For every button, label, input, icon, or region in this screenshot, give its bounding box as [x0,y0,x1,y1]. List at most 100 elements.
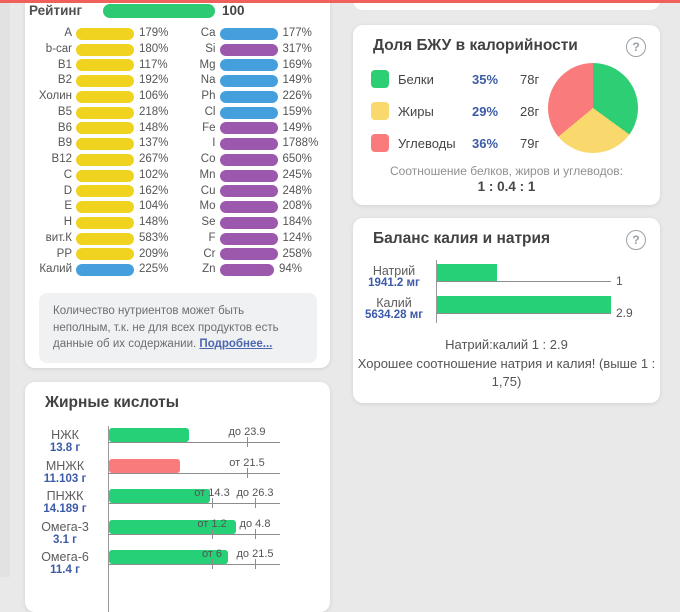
nutrient-label: Na [200,74,216,87]
fatty-tick [255,559,256,569]
legend-row-proteins: Белки 35% 78г [371,63,539,95]
nutrient-row: PP 209% Cr 258% [25,247,326,263]
fatty-bar [109,428,189,442]
nutrient-bar [219,248,278,261]
nutrient-label: b-car [45,42,72,55]
cut-off-card-bottom [353,0,660,10]
carbs-percent: 36% [472,135,499,151]
nutrient-label: B2 [57,74,72,87]
fatty-plot: от 14.3 до 26.3 [108,487,330,518]
nutrient-label: Si [205,42,216,55]
fatty-label-block: Омега-3 3.1 г [25,518,105,547]
fatty-bar [109,550,228,564]
nutrient-row: Холин 106% Ph 226% [25,89,326,105]
nutrient-label: Cr [203,247,216,260]
nutrient-percent: 317% [282,42,312,55]
sodium-bar [437,264,497,282]
nutrient-bar [219,27,278,40]
nutrient-percent: 226% [282,90,312,103]
carbs-label: Углеводы [398,135,456,151]
fatty-tick-label: до 26.3 [236,487,274,499]
nutrient-bar [76,248,134,261]
fatty-tick [247,437,248,447]
nutrient-bar [219,232,278,245]
proteins-color-swatch [371,70,389,88]
fatty-chart-axis [108,426,109,612]
nutrient-label: Калий [39,263,72,276]
fatty-label-block: НЖК 13.8 г [25,426,105,455]
nutrient-cell: Fe 149% [176,121,327,135]
fatty-row: ПНЖК 14.189 г от 14.3 до 26.3 [25,487,330,518]
nutrient-label: Холин [38,90,72,103]
nutrient-percent: 162% [139,184,169,197]
nutrient-percent: 169% [282,58,312,71]
nutrient-label: B12 [51,153,72,166]
fats-color-swatch [371,102,389,120]
nutrient-label: Fe [202,121,216,134]
fatty-tick [212,528,213,539]
potassium-baseline [436,313,611,314]
bju-caption: Соотношение белков, жиров и углеводов: [390,164,623,178]
page-left-gutter [0,0,10,577]
nutrient-percent: 209% [139,247,169,260]
rating-score-value: 100 [222,3,245,18]
nutrient-label: B9 [57,137,72,150]
nutrient-percent: 180% [139,42,169,55]
fatty-tick-label: от 21.5 [229,456,265,469]
nutrient-bar [219,122,278,135]
nutrient-percent: 650% [282,153,312,166]
nutrient-cell: Холин 106% [25,91,176,103]
fatty-amount: 11.4 г [50,564,80,576]
balance-title: Баланс калия и натрия [373,230,551,247]
nutrient-label: B6 [57,121,72,134]
nutrient-cell: C 102% [25,169,176,182]
notice-more-link[interactable]: Подробнее... [199,338,273,351]
nutrient-label: E [64,200,72,213]
nutrient-grid: A 179% Ca 177% b-car 180% Si 317% B1 117% Mg 169% B2… [25,26,326,278]
fatty-label-block: МНЖК 11.103 г [25,457,105,486]
potassium-amount: 5634.28 мг [364,309,424,321]
fatty-name: МНЖК [45,458,85,473]
fatty-tick-label: до 4.8 [239,517,271,530]
nutrient-bar [219,59,278,72]
sodium-amount: 1941.2 мг [368,277,420,289]
fatty-acids-card: Жирные кислоты НЖК 13.8 г до 23.9 МНЖК 11.10… [25,382,330,612]
nutrient-percent: 149% [282,121,312,134]
nutrient-bar [76,75,134,88]
nutrient-bar [219,90,278,103]
nutrient-percent: 248% [282,184,312,197]
nutrient-percent: 179% [139,27,169,40]
nutrient-bar [219,106,278,119]
nutrient-cell: Cu 248% [176,184,327,198]
carbs-grams: 79г [520,135,540,151]
fatty-amount: 13.8 г [49,442,81,454]
help-icon[interactable]: ? [626,230,646,250]
nutrient-bar [219,153,278,166]
fatty-label-block: Омега-6 11.4 г [25,548,105,577]
nutrient-percent: 94% [279,263,303,276]
bju-pie-chart [548,63,638,153]
nutrient-cell: Mo 208% [176,200,327,214]
nutrient-bar [76,216,134,229]
nutrient-label: Mo [199,200,216,213]
legend-row-carbs: Углеводы 36% 79г [371,127,539,159]
nutrient-cell: A 179% [25,28,176,40]
nutrient-bar [219,43,278,56]
nutrient-cell: Ph 226% [176,91,327,103]
help-icon[interactable]: ? [626,37,646,57]
fatty-amount: 11.103 г [43,472,87,485]
fatty-tick-label: от 6 [201,548,223,560]
fats-percent: 29% [472,103,499,119]
nutrient-cell: Se 184% [176,217,327,229]
sodium-baseline [436,281,611,282]
nutrient-label: Mg [199,58,216,71]
nutrient-bar [219,264,274,277]
fatty-tick [247,467,248,478]
nutrient-cell: F 124% [176,232,327,245]
nutrient-cell: Co 650% [176,154,327,166]
nutrient-label: Cl [204,105,216,118]
fatty-bar [109,519,236,534]
fatty-baseline [108,533,280,535]
nutrient-row: B1 117% Mg 169% [25,58,326,74]
nutrient-cell: Cr 258% [176,247,327,261]
